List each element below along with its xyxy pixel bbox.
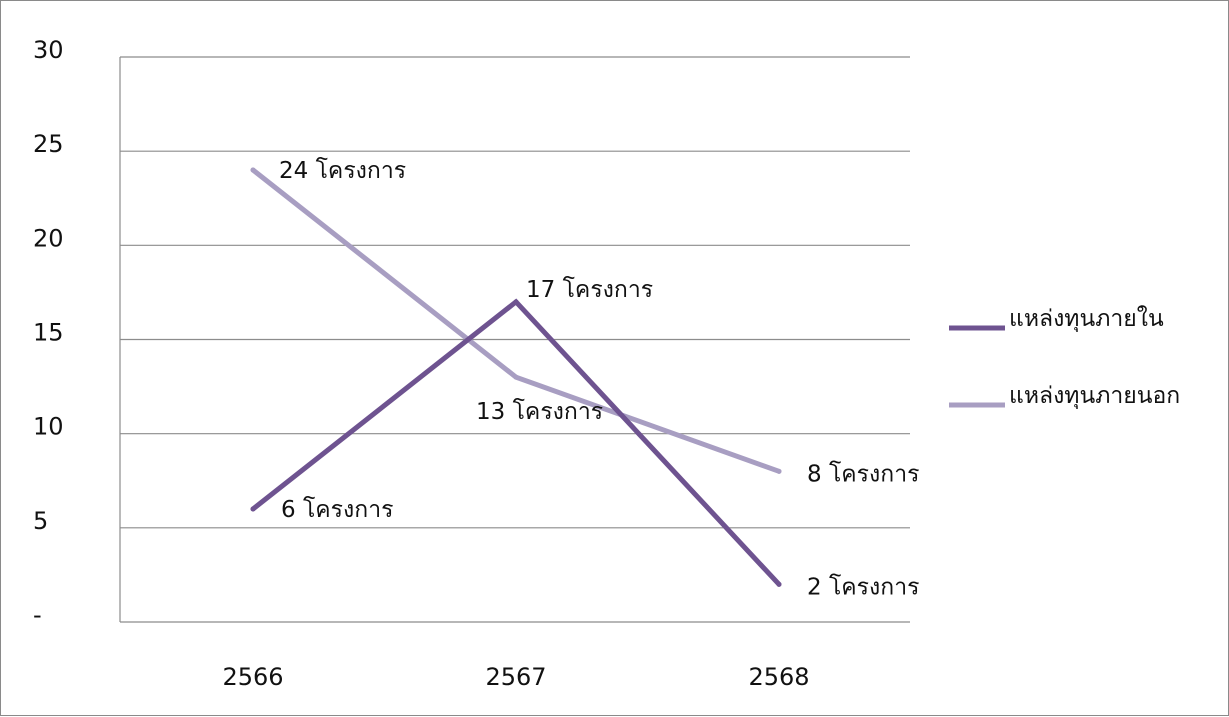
y-tick-label: - [33,601,42,629]
data-labels: 6 โครงการ 17 โครงการ 2 โครงการ 24 โครงการ 13… [279,157,919,600]
data-label: 6 โครงการ [281,496,393,523]
legend-label-0: แหล่งทุนภายใน [1009,305,1164,332]
data-point [513,374,519,380]
y-tick-label: 10 [33,413,64,441]
legend-label-1: แหล่งทุนภายนอก [1009,383,1180,409]
data-label: 13 โครงการ [476,398,603,425]
series-lines [250,167,782,587]
data-label: 2 โครงการ [807,573,919,600]
x-tick-label: 2567 [485,663,546,691]
data-label: 8 โครงการ [807,460,919,487]
y-tick-label: 5 [33,507,48,535]
y-tick-label: 15 [33,319,64,347]
series-line-1 [250,167,782,474]
y-tick-label: 20 [33,224,64,252]
data-label: 24 โครงการ [279,157,406,184]
data-point [776,468,782,474]
data-point [250,167,256,173]
data-point [250,506,256,512]
data-point [513,299,519,305]
axes: - 5 10 15 20 25 30 2566 2567 2568 [33,36,810,691]
y-tick-label: 30 [33,36,64,64]
y-tick-label: 25 [33,130,64,158]
data-label: 17 โครงการ [526,276,653,303]
x-tick-label: 2568 [748,663,809,691]
gridlines [120,56,910,623]
data-point [776,581,782,587]
x-tick-label: 2566 [222,663,283,691]
